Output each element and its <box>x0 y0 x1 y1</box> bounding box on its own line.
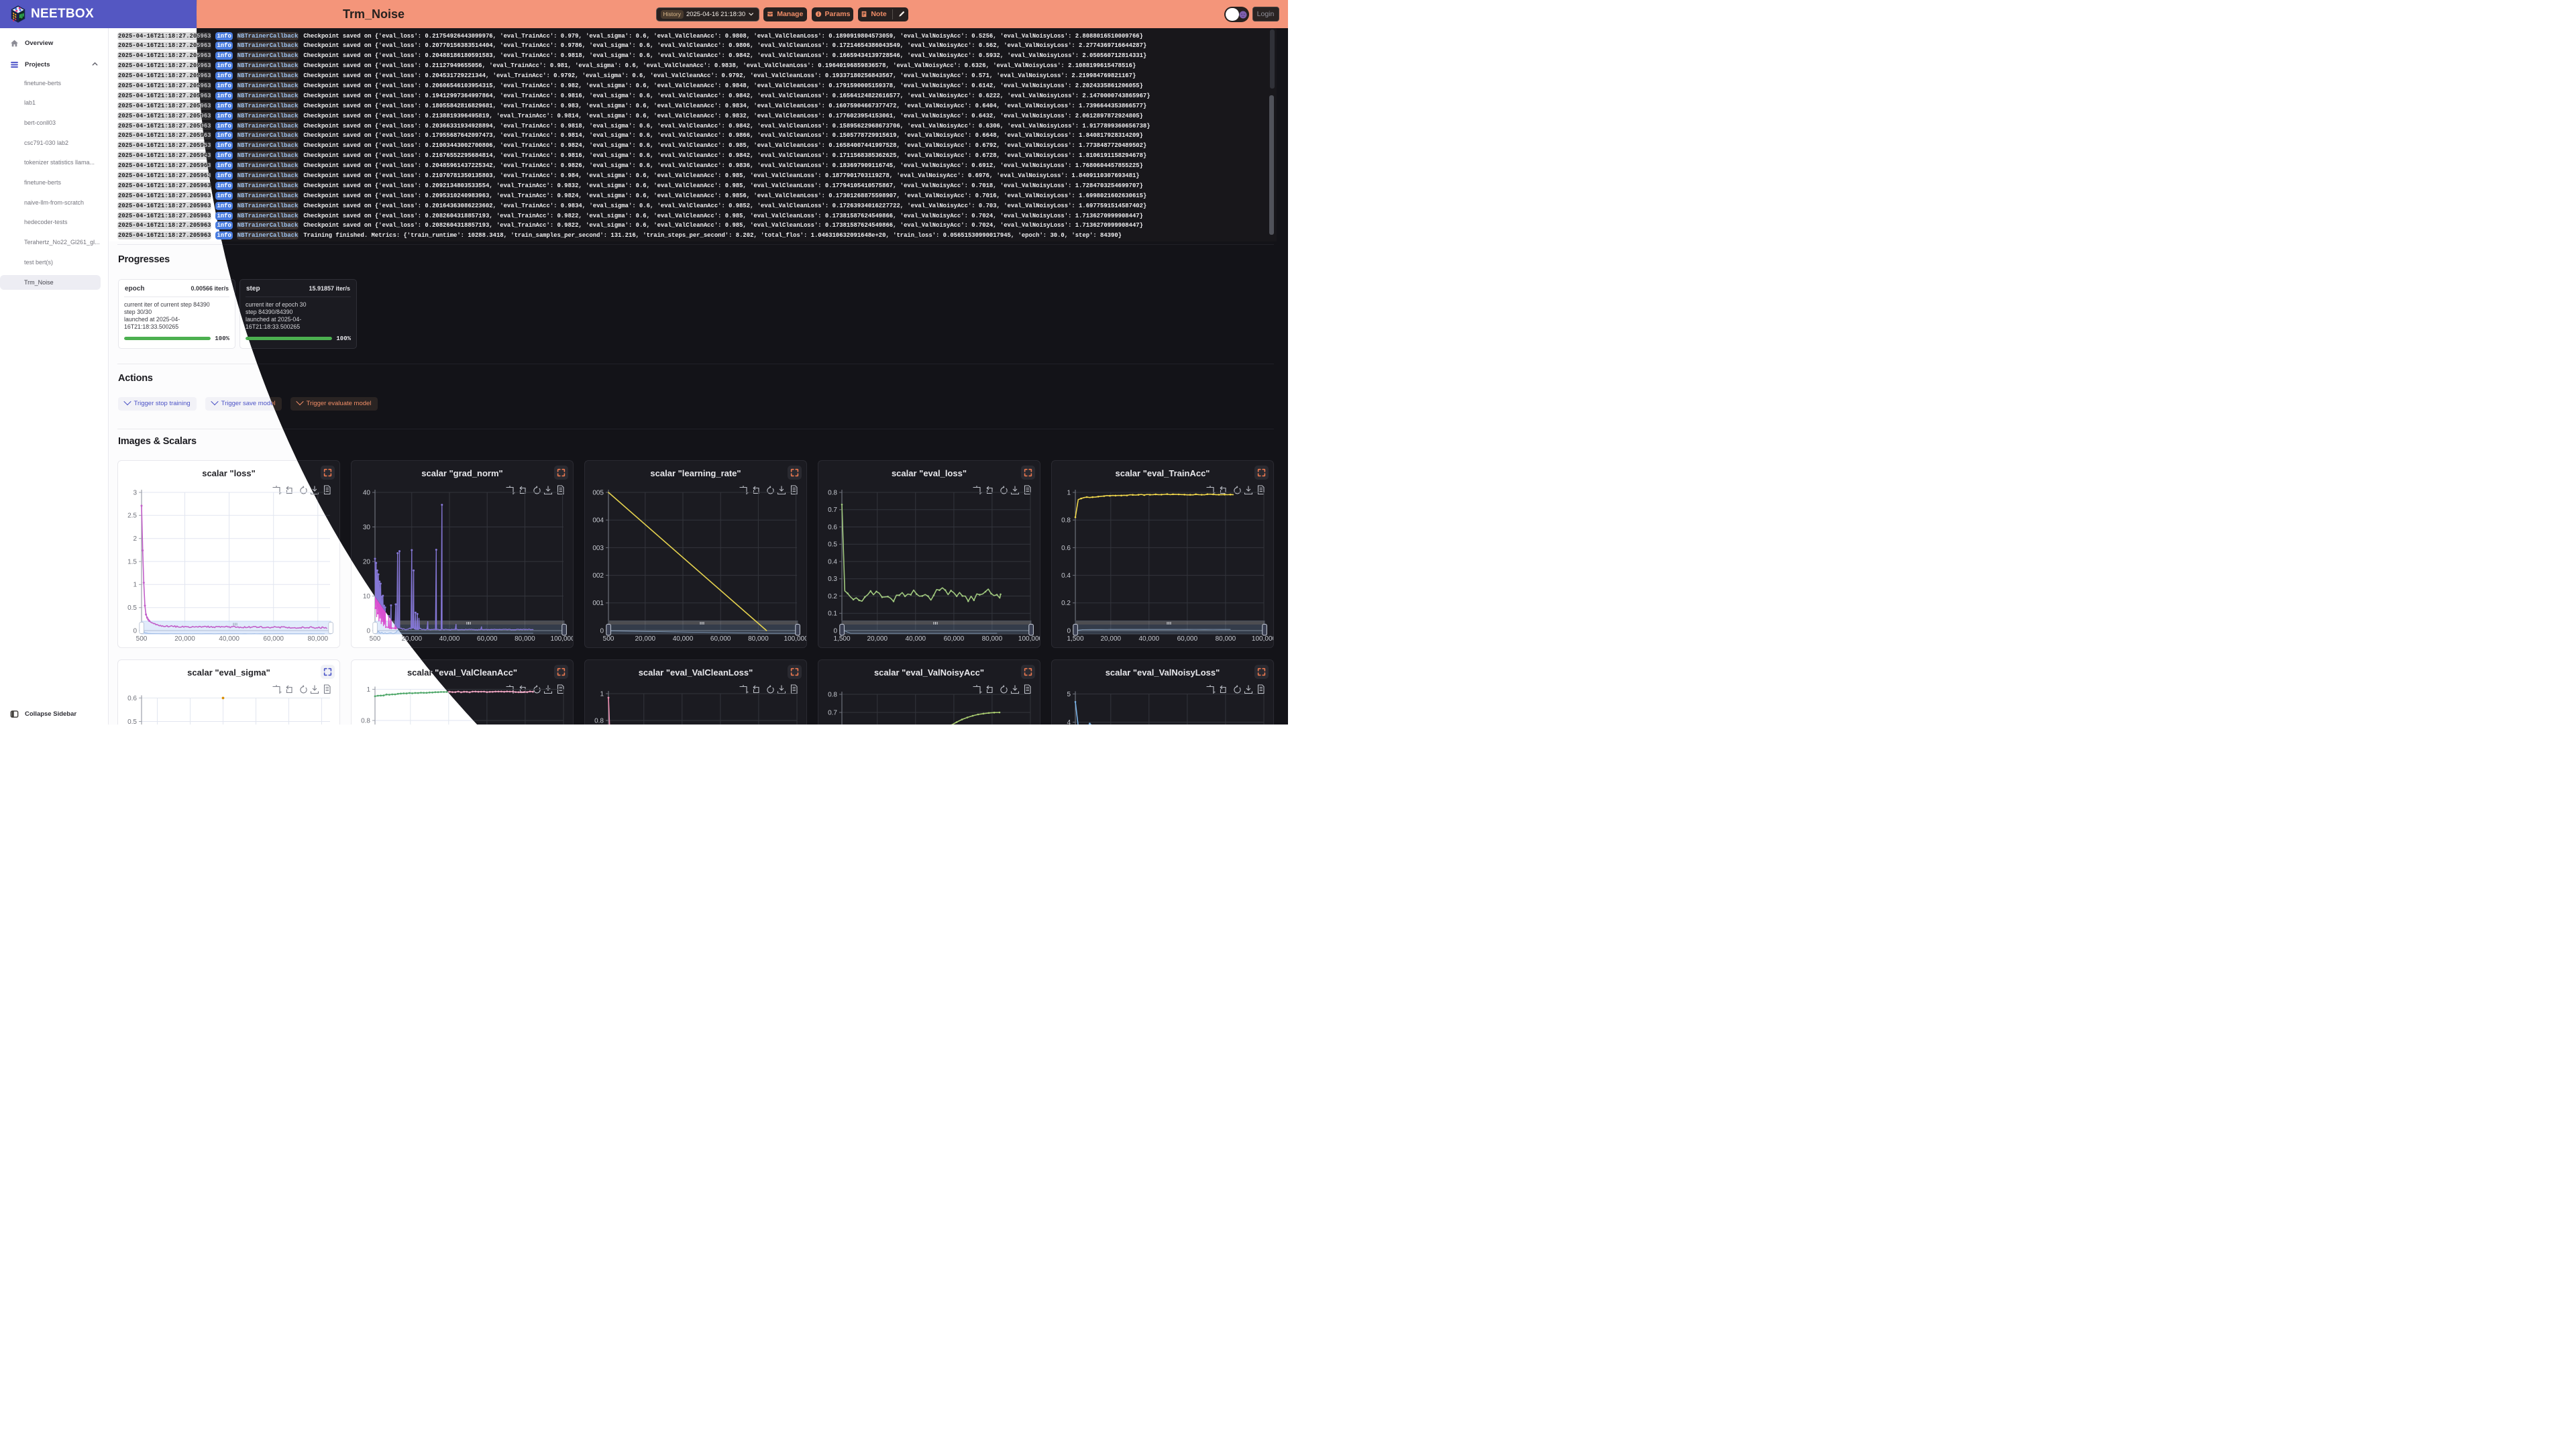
svg-text:1,500: 1,500 <box>833 635 850 643</box>
svg-text:0.6: 0.6 <box>1061 545 1071 552</box>
svg-text:20,000: 20,000 <box>1101 635 1122 643</box>
svg-text:1: 1 <box>133 582 137 589</box>
svg-text:0.7: 0.7 <box>828 506 837 514</box>
svg-text:0.5: 0.5 <box>127 604 137 612</box>
svg-text:0.8: 0.8 <box>594 717 604 724</box>
svg-text:0.8: 0.8 <box>828 489 837 496</box>
svg-text:1.5: 1.5 <box>127 558 137 566</box>
svg-text:2.5: 2.5 <box>127 513 137 520</box>
svg-text:500: 500 <box>136 635 148 643</box>
svg-text:40,000: 40,000 <box>439 635 460 643</box>
svg-text:0.7: 0.7 <box>828 709 837 716</box>
svg-text:0.8: 0.8 <box>361 717 370 724</box>
svg-text:0: 0 <box>600 627 604 635</box>
svg-text:20: 20 <box>363 558 371 566</box>
svg-text:30: 30 <box>363 524 371 531</box>
svg-text:1: 1 <box>600 690 604 698</box>
svg-text:20,000: 20,000 <box>402 635 423 643</box>
svg-text:0.2: 0.2 <box>828 593 837 600</box>
svg-text:40,000: 40,000 <box>906 635 926 643</box>
svg-text:3: 3 <box>133 489 137 496</box>
svg-text:0.2: 0.2 <box>1061 600 1071 607</box>
svg-text:60,000: 60,000 <box>944 635 965 643</box>
svg-text:1: 1 <box>1067 489 1071 496</box>
svg-text:004: 004 <box>592 517 604 525</box>
svg-text:500: 500 <box>603 635 614 643</box>
svg-text:40,000: 40,000 <box>1139 635 1160 643</box>
svg-text:80,000: 80,000 <box>1216 635 1236 643</box>
svg-text:100,000: 100,000 <box>551 635 574 643</box>
svg-text:40: 40 <box>363 489 371 496</box>
svg-text:60,000: 60,000 <box>710 635 731 643</box>
svg-text:10: 10 <box>363 593 371 600</box>
svg-text:005: 005 <box>592 489 604 496</box>
svg-text:0.4: 0.4 <box>828 558 837 566</box>
svg-text:1: 1 <box>366 686 370 693</box>
svg-text:0.5: 0.5 <box>828 541 837 549</box>
svg-text:0.5: 0.5 <box>127 718 137 724</box>
svg-text:0.8: 0.8 <box>828 691 837 698</box>
svg-text:0: 0 <box>833 627 837 635</box>
svg-text:5: 5 <box>1067 690 1071 698</box>
svg-text:20,000: 20,000 <box>635 635 656 643</box>
svg-text:0.1: 0.1 <box>828 610 837 618</box>
svg-text:60,000: 60,000 <box>477 635 498 643</box>
svg-text:100,000: 100,000 <box>1018 635 1040 643</box>
svg-text:0.6: 0.6 <box>828 524 837 531</box>
svg-text:80,000: 80,000 <box>308 635 329 643</box>
svg-text:100,000: 100,000 <box>1252 635 1274 643</box>
svg-text:40,000: 40,000 <box>673 635 694 643</box>
svg-text:0.8: 0.8 <box>1061 517 1071 525</box>
svg-text:0: 0 <box>133 627 137 635</box>
svg-text:002: 002 <box>592 572 604 580</box>
svg-text:003: 003 <box>592 545 604 552</box>
svg-text:100,000: 100,000 <box>784 635 807 643</box>
svg-text:60,000: 60,000 <box>263 635 284 643</box>
svg-text:0: 0 <box>366 627 370 635</box>
svg-text:4: 4 <box>1067 718 1071 724</box>
svg-text:80,000: 80,000 <box>748 635 769 643</box>
svg-text:0: 0 <box>1067 627 1071 635</box>
svg-text:001: 001 <box>592 600 604 607</box>
svg-text:2: 2 <box>133 535 137 543</box>
svg-text:500: 500 <box>370 635 381 643</box>
svg-text:20,000: 20,000 <box>867 635 888 643</box>
svg-text:0.4: 0.4 <box>1061 572 1071 580</box>
svg-text:80,000: 80,000 <box>982 635 1003 643</box>
svg-text:60,000: 60,000 <box>1177 635 1198 643</box>
svg-text:80,000: 80,000 <box>515 635 535 643</box>
svg-text:1,500: 1,500 <box>1067 635 1083 643</box>
svg-text:0.6: 0.6 <box>127 694 137 702</box>
svg-text:20,000: 20,000 <box>174 635 195 643</box>
svg-text:0.3: 0.3 <box>828 576 837 583</box>
svg-text:40,000: 40,000 <box>219 635 239 643</box>
